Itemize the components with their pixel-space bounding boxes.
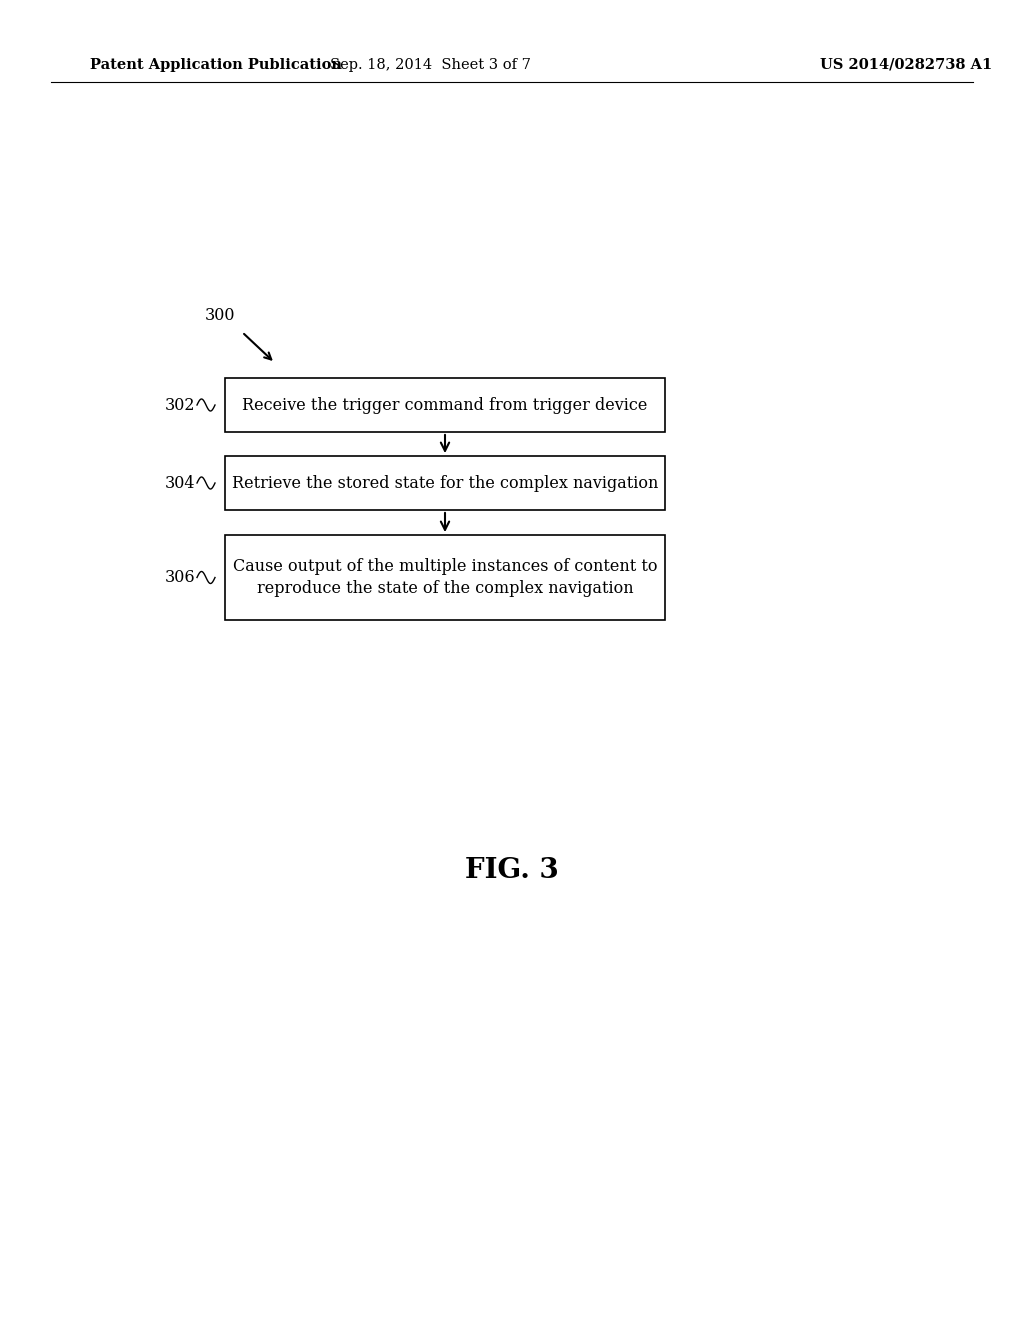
- Text: US 2014/0282738 A1: US 2014/0282738 A1: [820, 58, 992, 73]
- Text: Patent Application Publication: Patent Application Publication: [90, 58, 342, 73]
- Text: Retrieve the stored state for the complex navigation: Retrieve the stored state for the comple…: [231, 474, 658, 491]
- Text: 302: 302: [165, 396, 195, 413]
- Text: 306: 306: [165, 569, 195, 586]
- Text: Cause output of the multiple instances of content to
reproduce the state of the : Cause output of the multiple instances o…: [232, 558, 657, 597]
- Text: Receive the trigger command from trigger device: Receive the trigger command from trigger…: [243, 396, 648, 413]
- Text: FIG. 3: FIG. 3: [465, 857, 559, 883]
- Bar: [225, 455, 665, 510]
- Text: 300: 300: [205, 306, 236, 323]
- Text: Sep. 18, 2014  Sheet 3 of 7: Sep. 18, 2014 Sheet 3 of 7: [330, 58, 530, 73]
- Bar: [225, 535, 665, 620]
- Text: 304: 304: [165, 474, 195, 491]
- Bar: [225, 378, 665, 432]
